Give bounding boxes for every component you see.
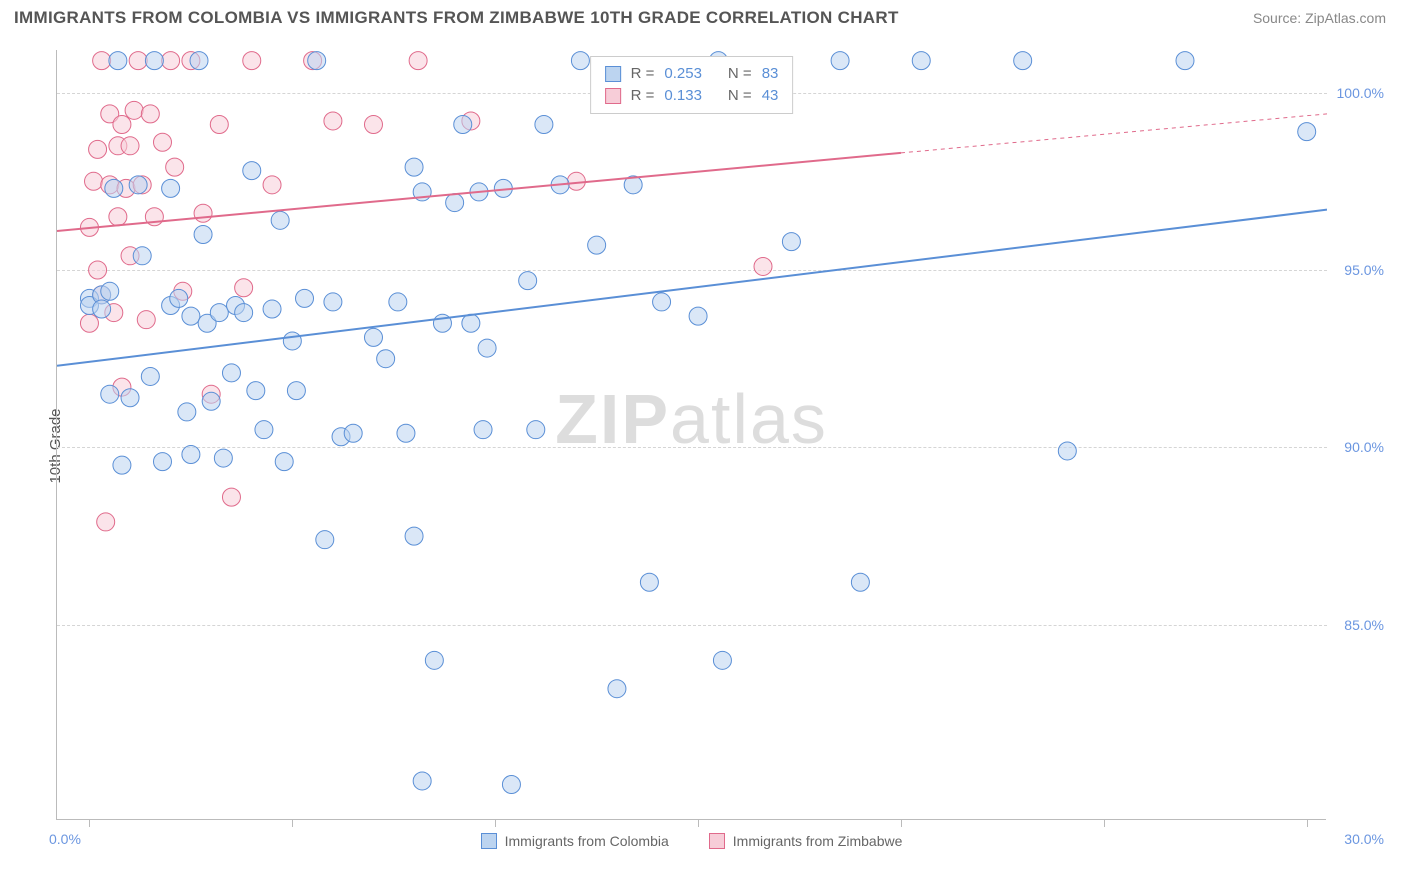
x-tick-mark (292, 819, 293, 827)
x-tick-mark (495, 819, 496, 827)
y-tick-label: 90.0% (1328, 439, 1384, 455)
r-label: R = (631, 85, 655, 107)
y-tick-label: 95.0% (1328, 262, 1384, 278)
trend-line (901, 114, 1327, 153)
trend-lines (57, 50, 1327, 820)
r-value: 0.133 (664, 85, 702, 107)
legend-item-zimbabwe: Immigrants from Zimbabwe (709, 833, 903, 849)
y-tick-label: 85.0% (1328, 617, 1384, 633)
trend-line (57, 210, 1327, 366)
x-tick-mark (1307, 819, 1308, 827)
n-value: 43 (762, 85, 779, 107)
stats-row-zimbabwe: R = 0.133 N = 43 (605, 85, 779, 107)
n-label: N = (728, 63, 752, 85)
swatch-icon (605, 88, 621, 104)
y-tick-label: 100.0% (1328, 85, 1384, 101)
chart-title: IMMIGRANTS FROM COLOMBIA VS IMMIGRANTS F… (14, 8, 899, 28)
x-tick-mark (901, 819, 902, 827)
stats-row-colombia: R = 0.253 N = 83 (605, 63, 779, 85)
x-tick-mark (89, 819, 90, 827)
swatch-icon (481, 833, 497, 849)
r-label: R = (631, 63, 655, 85)
source-label: Source: ZipAtlas.com (1253, 10, 1386, 26)
legend-item-colombia: Immigrants from Colombia (481, 833, 669, 849)
legend-label: Immigrants from Colombia (505, 833, 669, 849)
plot-area: ZIPatlas R = 0.253 N = 83 R = 0.133 N = … (56, 50, 1326, 820)
swatch-icon (709, 833, 725, 849)
trend-line (57, 153, 901, 231)
x-tick-mark (1104, 819, 1105, 827)
x-axis-end-label: 30.0% (1344, 831, 1384, 847)
legend-label: Immigrants from Zimbabwe (733, 833, 903, 849)
stats-legend-box: R = 0.253 N = 83 R = 0.133 N = 43 (590, 56, 794, 114)
n-label: N = (728, 85, 752, 107)
x-tick-mark (698, 819, 699, 827)
swatch-icon (605, 66, 621, 82)
n-value: 83 (762, 63, 779, 85)
r-value: 0.253 (664, 63, 702, 85)
bottom-legend: Immigrants from Colombia Immigrants from… (57, 833, 1326, 849)
